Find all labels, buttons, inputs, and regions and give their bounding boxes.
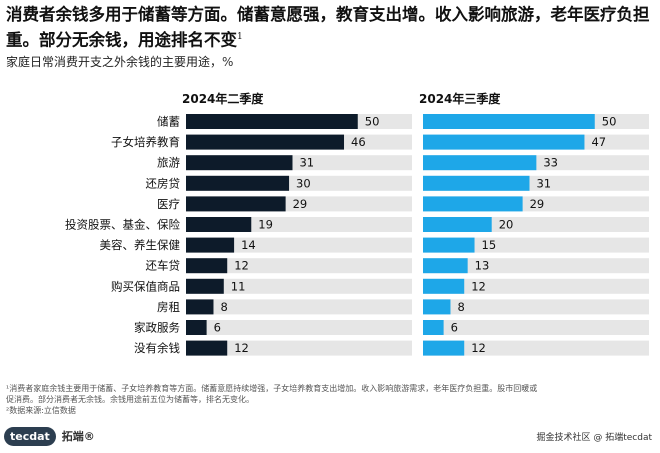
bar-track [186, 340, 412, 356]
category-label: 房租 [157, 300, 180, 314]
bar [186, 258, 228, 274]
category-label: 医疗 [157, 197, 180, 211]
bar [423, 175, 530, 191]
data-label: 11 [231, 279, 246, 293]
data-label: 29 [530, 197, 545, 211]
data-label: 12 [234, 341, 249, 355]
data-label: 6 [451, 321, 458, 335]
data-label: 46 [351, 135, 366, 149]
category-label: 子女培养教育 [111, 135, 180, 149]
bar [186, 278, 224, 294]
bar [186, 340, 228, 356]
chart-title: 消费者余钱多用于储蓄等方面。储蓄意愿强，教育支出增。收入影响旅游，老年医疗负担重… [6, 5, 650, 50]
bar [186, 196, 286, 212]
category-label: 储蓄 [157, 115, 180, 129]
bar-track [186, 237, 412, 253]
bar [423, 340, 465, 356]
footnote-line-2: 促消费。部分消费者无余钱。余钱用途前五位为储蓄等，排名无变化。 [6, 395, 254, 404]
data-label: 50 [365, 115, 380, 129]
bar [186, 299, 214, 315]
data-label: 15 [482, 238, 497, 252]
footnote-line-1: ¹消费者家庭余钱主要用于储蓄、子女培养教育等方面。储蓄意愿持续增强，子女培养教育… [6, 384, 538, 393]
data-label: 8 [457, 300, 464, 314]
data-label: 31 [536, 176, 551, 190]
logo-mark: tecdat [4, 426, 56, 446]
bar [186, 320, 207, 335]
bar [186, 217, 252, 232]
bar-track [186, 258, 412, 274]
data-label: 8 [220, 300, 227, 314]
bar-track [423, 340, 649, 356]
bar [186, 175, 290, 191]
data-label: 50 [602, 115, 617, 129]
series-header-1: 2024年二季度 [182, 91, 264, 106]
category-label: 美容、养生保健 [100, 238, 181, 252]
data-label: 12 [471, 341, 486, 355]
data-label: 30 [296, 176, 311, 190]
bar [186, 134, 345, 150]
bar-track [423, 237, 649, 253]
category-label: 投资股票、基金、保险 [65, 218, 180, 232]
data-label: 12 [234, 259, 249, 273]
bar-track [423, 320, 649, 335]
data-label: 12 [471, 279, 486, 293]
series-header-2: 2024年三季度 [419, 91, 501, 106]
bar [186, 237, 235, 253]
logo-text: 拓端® [61, 430, 95, 443]
footnote-line-3: ²数据来源:立信数据 [6, 406, 76, 415]
bar [423, 237, 475, 253]
category-label: 购买保值商品 [111, 279, 180, 293]
bar [423, 299, 451, 315]
bar [423, 114, 595, 129]
data-label: 13 [475, 259, 490, 273]
category-label: 还房贷 [146, 176, 181, 190]
bar [423, 134, 585, 150]
bar-track [423, 278, 649, 294]
watermark: 掘金技术社区 @ 拓端tecdat [536, 433, 653, 443]
bar [186, 155, 293, 171]
bar [423, 196, 523, 212]
bar [423, 258, 468, 274]
bar-track [186, 278, 412, 294]
category-label: 没有余钱 [134, 341, 180, 355]
data-label: 20 [499, 218, 514, 232]
bar-track [423, 299, 649, 315]
category-label: 旅游 [157, 156, 180, 170]
data-label: 31 [299, 156, 314, 170]
category-label: 还车贷 [146, 259, 181, 273]
bar-track [186, 299, 412, 315]
footnote: ¹消费者家庭余钱主要用于储蓄、子女培养教育等方面。储蓄意愿持续增强，子女培养教育… [6, 383, 656, 416]
bar [423, 320, 444, 335]
bar-track [186, 320, 412, 335]
data-label: 47 [591, 135, 606, 149]
bar [423, 278, 465, 294]
data-label: 6 [214, 321, 221, 335]
bar [423, 217, 492, 232]
data-label: 29 [293, 197, 308, 211]
bar [186, 114, 358, 129]
category-label: 家政服务 [134, 321, 180, 335]
data-label: 14 [241, 238, 256, 252]
chart-subtitle: 家庭日常消费开支之外余钱的主要用途，% [6, 55, 234, 69]
data-label: 19 [258, 218, 273, 232]
bar-track [423, 258, 649, 274]
brand-logo: tecdat 拓端® [4, 425, 95, 447]
bar [423, 155, 537, 171]
data-label: 33 [543, 156, 558, 170]
